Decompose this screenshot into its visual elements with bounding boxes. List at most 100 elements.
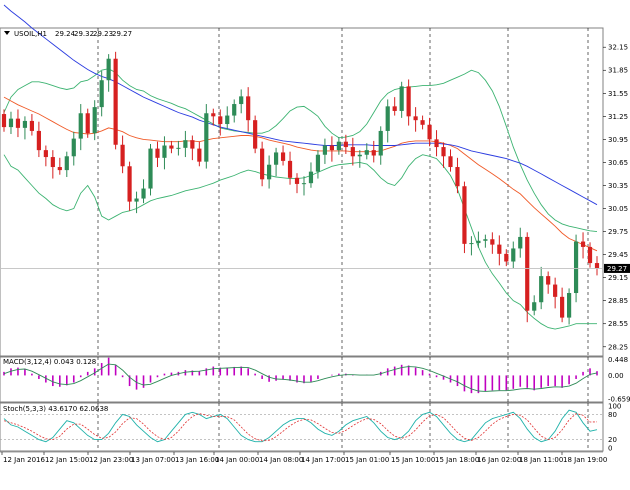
macd-tick-label: 0.00 (608, 372, 624, 380)
time-tick-label: 14 Jan 00:00 (215, 456, 259, 464)
candle-bearish (36, 130, 41, 151)
stoch-signal-line (3, 413, 598, 442)
candle-bearish (218, 116, 223, 125)
candle-bullish (99, 80, 104, 108)
candle-bearish (448, 156, 453, 168)
price-tick-label: 31.55 (608, 90, 628, 98)
candle-bullish (385, 106, 390, 131)
stoch-title: Stoch(5,3,3) 43.6170 62.0638 (3, 405, 108, 413)
collapse-arrow-icon[interactable] (4, 31, 10, 35)
candle-bearish (490, 239, 495, 245)
ohlc-close: 29.27 (112, 30, 132, 38)
candle-bearish (560, 296, 565, 318)
candle-bearish (546, 276, 551, 285)
candle-bearish (287, 160, 293, 178)
macd-panel: 0.448 0.00 -0.659 MACD(3,12,4) 0.043 0.128 (0, 356, 630, 403)
macd-signal-line (3, 363, 598, 392)
stoch-tick-label: 100 (608, 403, 621, 411)
price-tick-label: 28.85 (608, 297, 628, 305)
candle-bullish (8, 118, 14, 128)
candle-bullish (301, 183, 307, 185)
time-tick-label: 15 Jan 18:00 (435, 456, 479, 464)
candle-bearish (350, 147, 355, 157)
price-panel: 32.15 31.85 31.55 31.25 30.95 30.65 30.35 30.05… (0, 4, 630, 357)
candle-bearish (329, 145, 334, 151)
candle-bearish (50, 157, 55, 168)
stoch-tick-label: 0 (608, 445, 612, 453)
candle-bearish (580, 241, 586, 247)
current-price-label: 29.27 (607, 265, 627, 273)
candle-bearish (525, 236, 530, 311)
candle-bullish (148, 148, 153, 189)
stoch-panel-frame (0, 402, 604, 452)
current-price-tag: 29.27 (604, 263, 630, 273)
candle-bearish (441, 147, 446, 157)
candle-bearish (113, 58, 118, 145)
ohlc-high: 29.32 (74, 30, 94, 38)
candle-bearish (120, 144, 125, 167)
bollinger-lower-line (3, 154, 597, 330)
candle-bullish (399, 86, 404, 111)
price-tick-label: 28.55 (608, 320, 628, 328)
candle-bearish (246, 96, 251, 121)
moving-average-fast-line (3, 96, 598, 252)
time-tick-label: 12 Jan 2016 (3, 456, 46, 464)
price-panel-frame (0, 27, 604, 357)
symbol-title: USOIL,H1 (14, 30, 47, 38)
candle-bullish (141, 188, 146, 199)
candle-bearish (343, 141, 348, 148)
candle-bullish (273, 152, 279, 165)
candle-bullish (483, 239, 488, 241)
candle-bullish (78, 113, 83, 139)
candle-bearish (211, 113, 216, 117)
time-tick-label: 14 Jan 08:00 (259, 456, 303, 464)
candle-bearish (371, 150, 376, 156)
price-tick-label: 29.15 (608, 274, 628, 282)
candle-bullish (204, 113, 209, 162)
candle-bearish (420, 120, 425, 125)
candle-bearish (29, 120, 34, 131)
candle-bullish (469, 243, 474, 245)
candle-bearish (1, 114, 7, 128)
candle-bearish (553, 284, 558, 297)
time-tick-label: 18 Jan 11:00 (519, 456, 563, 464)
candle-bullish (357, 154, 362, 157)
bollinger-upper-line (3, 68, 598, 233)
time-tick-label: 16 Jan 02:00 (477, 456, 521, 464)
price-tick-label: 30.95 (608, 136, 628, 144)
candle-bearish (280, 152, 286, 161)
candle-bullish (239, 96, 244, 105)
time-tick-label: 15 Jan 10:00 (391, 456, 435, 464)
candle-bullish (106, 58, 111, 81)
macd-tick-label: 0.448 (608, 356, 628, 364)
candle-bullish (336, 141, 341, 151)
candle-bearish (190, 140, 195, 149)
candle-bullish (183, 140, 188, 148)
candle-bullish (162, 145, 167, 158)
ohlc-low: 29.23 (93, 30, 113, 38)
time-tick-label: 12 Jan 23:00 (89, 456, 133, 464)
time-tick-label: 13 Jan 16:00 (175, 456, 219, 464)
macd-title: MACD(3,12,4) 0.043 0.128 (3, 358, 96, 366)
candle-bearish (594, 263, 600, 269)
candle-bearish (57, 167, 62, 171)
candle-bullish (232, 104, 237, 116)
candle-bullish (64, 156, 69, 171)
candle-bearish (455, 167, 460, 187)
candle-bearish (434, 139, 439, 148)
candle-bullish (322, 145, 328, 155)
candle-bullish (567, 293, 572, 318)
candle-bearish (15, 118, 21, 128)
candle-bullish (315, 154, 321, 172)
time-tick-label: 12 Jan 15:00 (45, 456, 89, 464)
time-tick-label: 13 Jan 07:00 (131, 456, 175, 464)
candle-bullish (364, 150, 369, 155)
price-title: USOIL,H1 29.24 29.32 29.23 29.27 (4, 30, 132, 38)
price-tick-label: 29.75 (608, 228, 628, 236)
price-tick-label: 28.25 (608, 343, 628, 351)
candle-bullish (267, 164, 272, 180)
candle-bearish (85, 113, 90, 134)
ohlc-open: 29.24 (55, 30, 76, 38)
